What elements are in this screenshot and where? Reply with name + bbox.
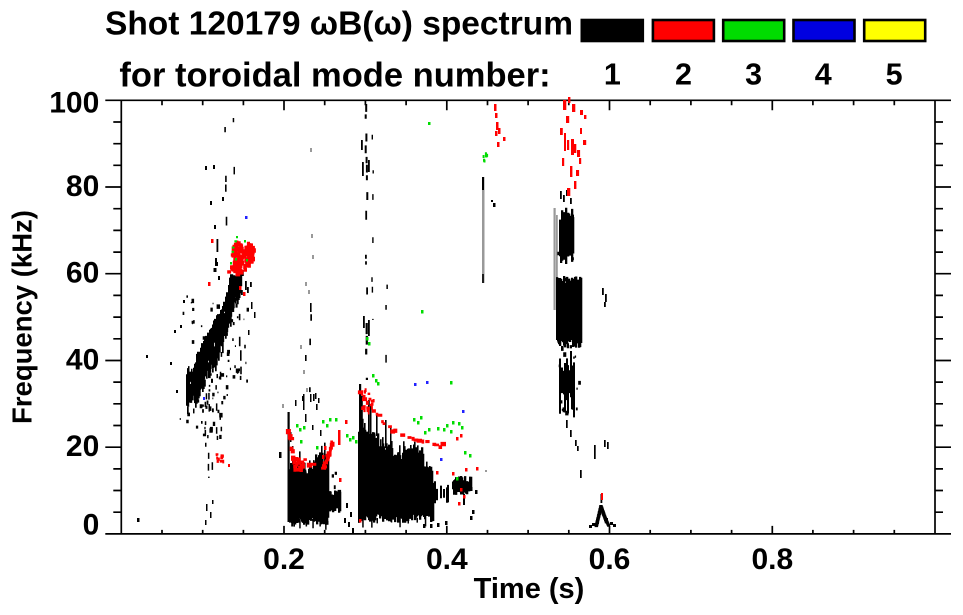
svg-text:0.6: 0.6 <box>589 543 631 576</box>
svg-text:0: 0 <box>83 508 100 541</box>
svg-text:Time (s): Time (s) <box>474 573 585 605</box>
svg-text:80: 80 <box>66 170 99 203</box>
svg-text:4: 4 <box>815 57 832 91</box>
svg-text:1: 1 <box>604 57 621 91</box>
svg-text:60: 60 <box>66 257 99 290</box>
svg-text:Frequency (kHz): Frequency (kHz) <box>7 210 38 424</box>
svg-text:3: 3 <box>745 57 762 91</box>
svg-text:Shot 120179 ωB(ω) spectrum: Shot 120179 ωB(ω) spectrum <box>105 6 573 43</box>
svg-text:for toroidal mode number:: for toroidal mode number: <box>119 57 550 95</box>
svg-text:0.2: 0.2 <box>263 543 305 576</box>
svg-text:20: 20 <box>66 430 99 463</box>
svg-text:0.8: 0.8 <box>751 543 793 576</box>
svg-text:100: 100 <box>49 86 99 119</box>
svg-text:0.4: 0.4 <box>426 543 468 576</box>
svg-text:5: 5 <box>886 57 903 91</box>
svg-text:40: 40 <box>66 343 99 376</box>
svg-text:2: 2 <box>675 57 692 91</box>
